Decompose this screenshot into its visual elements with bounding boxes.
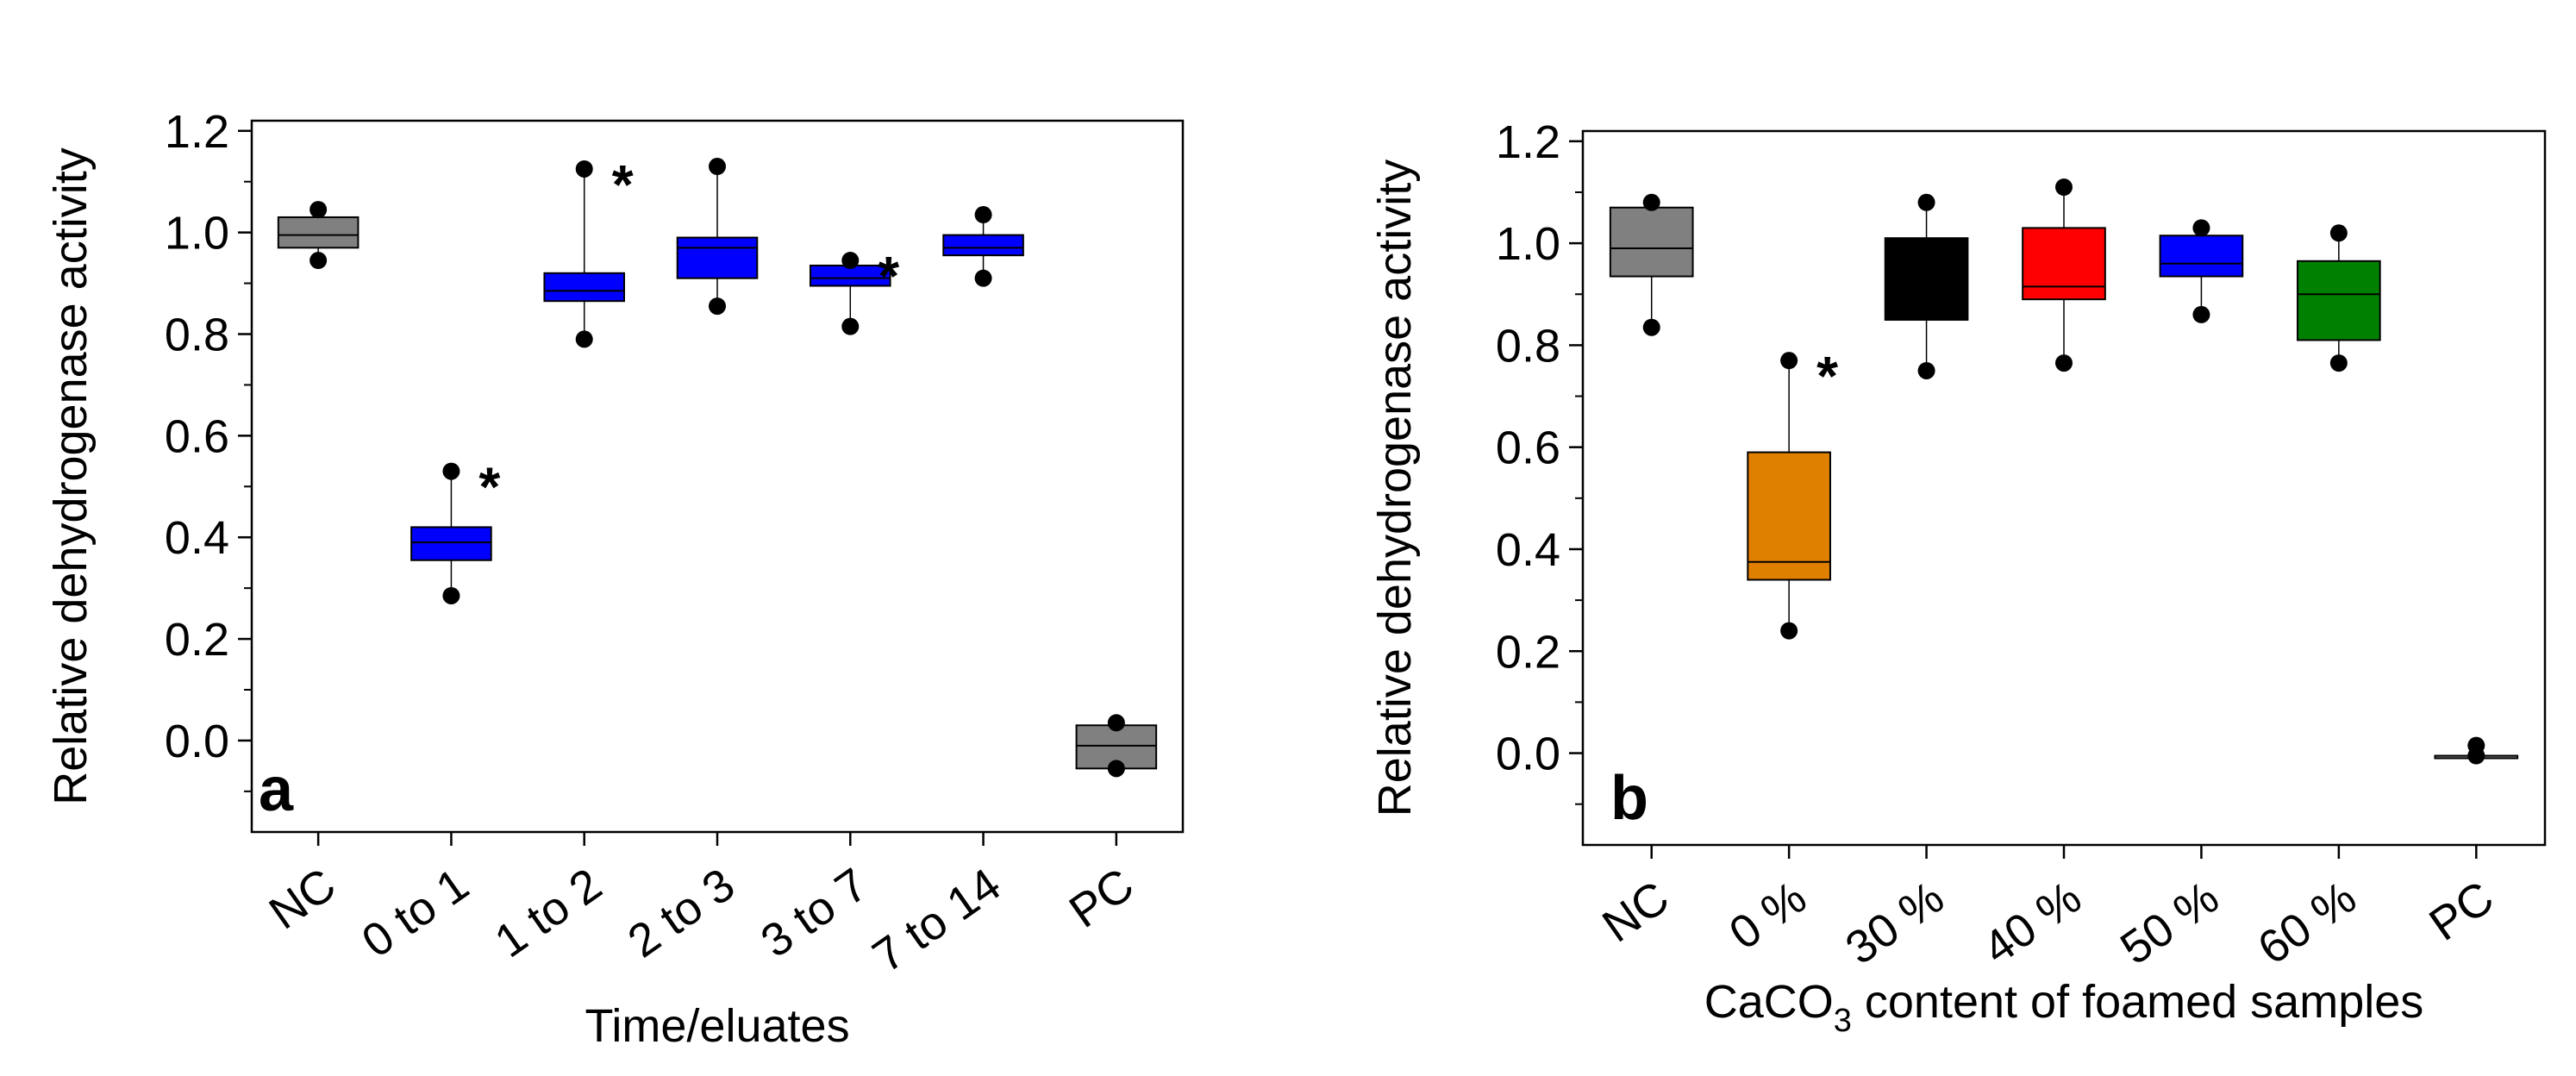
significance-star: * [478, 456, 500, 518]
box-40 [2022, 227, 2106, 301]
max-point [2192, 219, 2210, 237]
min-point [309, 252, 328, 270]
max-point [1917, 193, 1935, 211]
x-category-label: 50 % [2111, 872, 2228, 975]
y-tick-label: 1.2 [1496, 116, 1560, 168]
x-category-label: 60 % [2248, 872, 2365, 975]
x-category-label: 30 % [1836, 872, 1953, 975]
x-axis-title: CaCO3 content of foamed samples [1704, 976, 2424, 1039]
max-point [709, 158, 726, 176]
x-axis-title-subscript: 3 [1834, 1003, 1852, 1039]
min-point [2329, 354, 2348, 372]
x-category-label: NC [260, 859, 345, 940]
x-category-label: 2 to 3 [619, 859, 744, 968]
x-category-label: 40 % [1974, 872, 2091, 975]
max-point [841, 252, 860, 270]
panel-b-chart: 0.0 0.2 0.4 0.6 0.8 1.0 1.2 NC 0 % 30 % 40 % 50 % 60… [1369, 116, 2547, 1039]
x-category-label: 0 % [1720, 872, 1816, 960]
box-30 [1884, 237, 1969, 321]
min-point [1917, 361, 1935, 379]
x-category-label: 1 to 2 [486, 859, 611, 968]
x-axis-title: Time/eluates [585, 1000, 849, 1052]
max-point [575, 160, 593, 178]
box-7to14 [942, 234, 1024, 257]
significance-star: * [612, 153, 634, 216]
max-point [2055, 178, 2073, 197]
max-point [309, 201, 328, 219]
box-2to3 [676, 236, 759, 279]
box-50 [2159, 235, 2244, 278]
min-point [2055, 354, 2073, 372]
y-axis-title: Relative dehydrogenase activity [45, 147, 97, 804]
panel-label: b [1610, 764, 1648, 833]
max-point [1107, 714, 1125, 732]
y-tick-label: 0.2 [165, 614, 229, 666]
max-point [2329, 224, 2348, 242]
box-0 [1747, 451, 1831, 581]
min-point [974, 269, 992, 287]
min-point [1107, 760, 1125, 778]
y-tick-label: 0.8 [1496, 320, 1560, 372]
y-tick-label: 1.2 [165, 106, 229, 158]
box-NC [277, 216, 360, 249]
y-tick-label: 0.0 [165, 716, 229, 767]
y-axis-title: Relative dehydrogenase activity [1369, 160, 1421, 816]
box-0to1 [410, 526, 492, 561]
min-point [442, 586, 460, 604]
max-point [1642, 193, 1660, 211]
panel-label: a [259, 755, 294, 824]
min-point [2192, 305, 2210, 323]
box-60 [2297, 260, 2381, 341]
x-axis-title-main: CaCO [1704, 976, 1834, 1028]
significance-star: * [878, 245, 899, 307]
min-point [1642, 318, 1660, 336]
y-tick-label: 1.0 [1496, 218, 1560, 270]
x-axis-title-suffix: content of foamed samples [1852, 976, 2423, 1028]
x-category-label: 7 to 14 [864, 859, 1010, 983]
y-tick-label: 1.0 [165, 208, 229, 260]
max-point [442, 462, 460, 480]
y-tick-label: 0.4 [165, 512, 229, 564]
box-NC [1609, 206, 1694, 278]
min-point [2467, 747, 2485, 765]
y-tick-label: 0.2 [1496, 626, 1560, 678]
x-category-label: NC [1593, 872, 1678, 953]
y-tick-label: 0.4 [1496, 524, 1560, 576]
x-category-label: PC [1060, 859, 1143, 938]
y-tick-label: 0.6 [1496, 422, 1560, 474]
y-tick-label: 0.6 [165, 410, 229, 462]
min-point [709, 297, 726, 316]
x-category-label: PC [2420, 872, 2503, 951]
x-category-label: 3 to 7 [752, 859, 877, 968]
box-1to2 [543, 272, 626, 303]
y-tick-label: 0.0 [1496, 729, 1560, 780]
x-category-label: 0 to 1 [353, 859, 478, 968]
min-point [1780, 622, 1798, 640]
max-point [1780, 352, 1798, 370]
significance-star: * [1816, 345, 1838, 407]
max-point [974, 206, 992, 224]
y-tick-label: 0.8 [165, 310, 229, 361]
min-point [575, 330, 593, 348]
min-point [841, 317, 860, 335]
